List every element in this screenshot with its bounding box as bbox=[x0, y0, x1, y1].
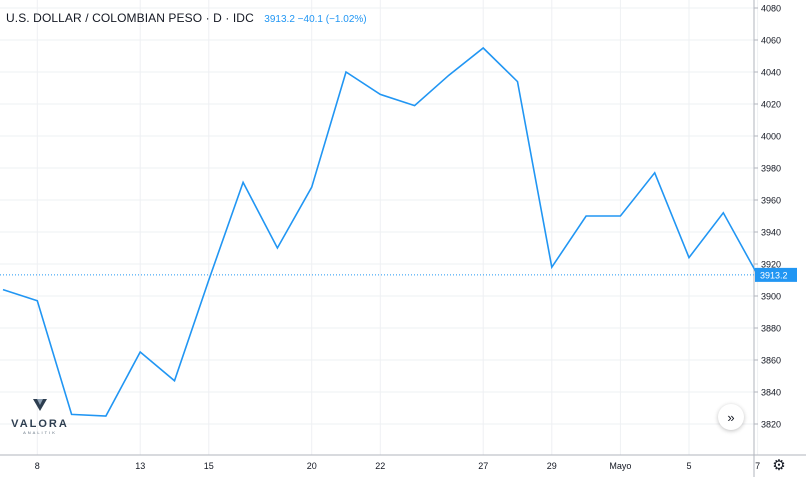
last-price-marker: 3913.2 bbox=[0, 267, 797, 282]
scroll-to-realtime-button[interactable]: » bbox=[718, 404, 744, 430]
gear-icon: ⚙ bbox=[772, 457, 786, 474]
symbol-title: U.S. DOLLAR / COLOMBIAN PESO · D · IDC bbox=[6, 11, 254, 25]
price-change-percent: (−1.02%) bbox=[325, 14, 367, 25]
x-tick-label: 22 bbox=[375, 461, 385, 471]
x-tick-label: Mayo bbox=[609, 461, 631, 471]
price-change: −40.1 bbox=[297, 14, 323, 25]
y-tick-label: 3880 bbox=[761, 324, 781, 334]
last-price: 3913.2 bbox=[264, 14, 295, 25]
last-price-label: 3913.2 bbox=[760, 270, 788, 280]
logo-name: VALORA bbox=[11, 418, 69, 430]
y-tick-label: 3900 bbox=[761, 292, 781, 302]
x-tick-label: 8 bbox=[35, 461, 40, 471]
x-axis: 8 13 15 20 22 27 29 Mayo 5 7 bbox=[0, 454, 806, 471]
y-tick-label: 3840 bbox=[761, 388, 781, 398]
y-tick-label: 4040 bbox=[761, 68, 781, 78]
y-tick-label: 3940 bbox=[761, 228, 781, 238]
chart-header: U.S. DOLLAR / COLOMBIAN PESO · D · IDC 3… bbox=[6, 9, 367, 27]
x-tick-label: 7 bbox=[755, 461, 760, 471]
x-tick-label: 13 bbox=[135, 461, 145, 471]
last-price-badge bbox=[755, 267, 797, 282]
chart-settings-button[interactable]: ⚙ bbox=[770, 456, 788, 474]
logo-subtitle: ANALITIK bbox=[23, 430, 57, 435]
x-tick-label: 15 bbox=[204, 461, 214, 471]
y-tick-label: 4080 bbox=[761, 4, 781, 14]
x-tick-label: 20 bbox=[307, 461, 317, 471]
quote-values: 3913.2 −40.1 (−1.02%) bbox=[264, 14, 366, 25]
y-tick-label: 3960 bbox=[761, 196, 781, 206]
grid-lines bbox=[0, 0, 759, 455]
chevrons-right-icon: » bbox=[727, 409, 735, 425]
valora-logo: VALORA ANALITIK bbox=[10, 398, 70, 435]
y-tick-label: 4060 bbox=[761, 36, 781, 46]
x-tick-label: 27 bbox=[478, 461, 488, 471]
y-axis: 3820 3840 3860 3880 3900 3920 3940 3960 3980 4000… bbox=[753, 0, 781, 477]
y-tick-label: 3920 bbox=[761, 260, 781, 270]
logo-mark-icon bbox=[33, 399, 47, 411]
y-tick-label: 4000 bbox=[761, 132, 781, 142]
x-tick-label: 29 bbox=[547, 461, 557, 471]
y-tick-label: 3860 bbox=[761, 356, 781, 366]
x-tick-label: 5 bbox=[686, 461, 691, 471]
y-tick-label: 3820 bbox=[761, 420, 781, 430]
y-tick-label: 4020 bbox=[761, 100, 781, 110]
y-tick-label: 3980 bbox=[761, 164, 781, 174]
